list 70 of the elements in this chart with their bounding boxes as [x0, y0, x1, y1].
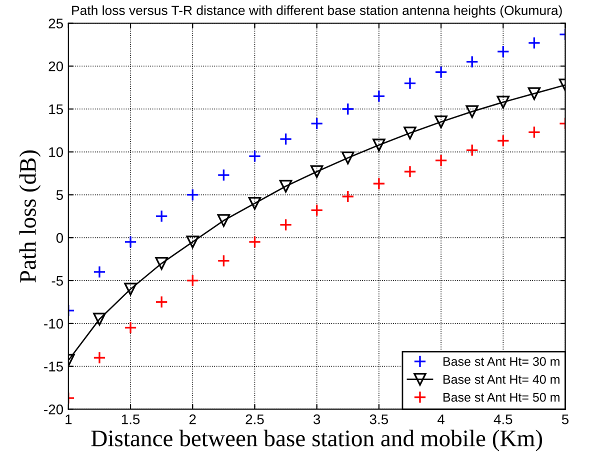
- point: [496, 45, 510, 58]
- point: [248, 150, 262, 163]
- point: [310, 165, 324, 178]
- point: [248, 196, 262, 210]
- point: [186, 236, 200, 248]
- point: [466, 144, 478, 157]
- point: [124, 282, 137, 296]
- point: [372, 177, 386, 190]
- point: [342, 102, 354, 116]
- x-tick-label: 2.5: [246, 414, 264, 424]
- x-tick-label: 5: [562, 414, 569, 424]
- point: [434, 115, 448, 128]
- point: [434, 154, 448, 167]
- point: [466, 55, 478, 68]
- point: [155, 210, 168, 223]
- point: [186, 188, 200, 202]
- y-tick-label: -10: [44, 318, 64, 329]
- legend-label: Base st Ant Ht= 40 m: [444, 374, 560, 384]
- y-tick-label: 0: [56, 233, 64, 243]
- point: [496, 134, 510, 148]
- y-tick-label: -15: [44, 362, 63, 372]
- point: [310, 117, 324, 130]
- x-tick-label: 4: [438, 414, 444, 424]
- legend-label: Base st Ant Ht= 30 m: [444, 357, 560, 366]
- chart-title: Path loss versus T-R distance with different base station antenna heights (Okumura): [72, 5, 562, 18]
- y-tick-label: 5: [56, 190, 63, 200]
- x-tick-label: 3: [314, 414, 320, 424]
- point: [404, 76, 416, 90]
- point: [528, 126, 541, 139]
- point: [279, 218, 292, 232]
- point: [217, 254, 230, 268]
- y-tick-label: 10: [49, 147, 64, 158]
- y-tick-label: -5: [52, 276, 63, 286]
- point: [124, 321, 137, 334]
- point: [310, 204, 324, 217]
- x-tick-label: 4.5: [494, 414, 512, 424]
- point: [217, 168, 230, 182]
- point: [155, 296, 168, 308]
- point: [186, 274, 200, 287]
- x-tick-label: 3.5: [370, 414, 388, 424]
- y-axis-title: Path loss (dB): [19, 150, 41, 282]
- point: [217, 214, 230, 227]
- x-tick-label: 1: [66, 414, 72, 424]
- point: [93, 266, 106, 278]
- point: [342, 190, 354, 203]
- point: [93, 312, 106, 326]
- point: [93, 351, 106, 364]
- x-tick-label: 1.5: [122, 414, 140, 424]
- y-tick-label: 15: [49, 104, 63, 114]
- x-axis-title: Distance between base station and mobile (Km): [91, 430, 542, 452]
- point: [404, 165, 416, 178]
- point: [434, 66, 448, 79]
- point: [372, 138, 386, 152]
- point: [528, 36, 541, 50]
- x-tick-label: 2: [189, 414, 196, 424]
- legend-label: Base st Ant Ht= 50 m: [444, 392, 560, 402]
- point: [496, 96, 510, 109]
- point: [528, 87, 541, 100]
- point: [404, 126, 416, 140]
- point: [279, 180, 292, 193]
- point: [248, 236, 262, 248]
- point: [279, 132, 292, 146]
- point: [372, 90, 386, 103]
- y-tick-label: 20: [48, 61, 64, 72]
- y-tick-label: 25: [48, 18, 63, 28]
- point: [466, 105, 478, 118]
- point: [342, 152, 354, 164]
- point: [155, 257, 168, 270]
- point: [124, 236, 137, 248]
- y-tick-label: -20: [44, 404, 64, 414]
